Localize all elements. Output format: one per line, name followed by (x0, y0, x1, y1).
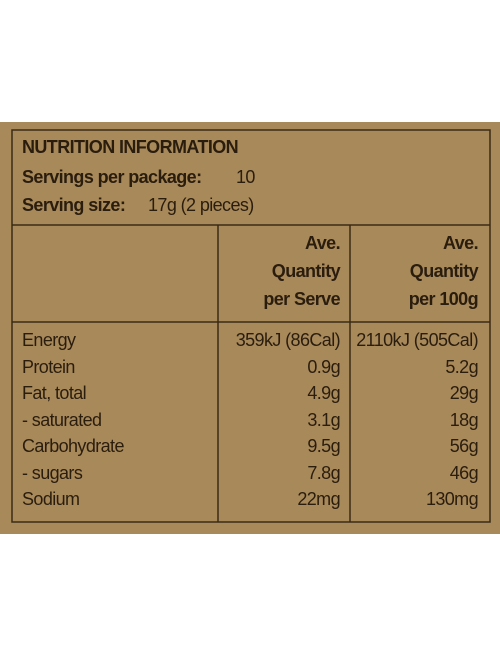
nutrient-name: - saturated (22, 409, 102, 430)
value: 359kJ (86Cal) (235, 330, 341, 350)
value: 4.9g (307, 383, 340, 403)
value: 2110kJ (505Cal) (356, 330, 478, 350)
value: 130mg (425, 489, 479, 509)
value: 29g (449, 383, 479, 403)
nutrient-name: Protein (22, 356, 75, 377)
value: 3.1g (307, 409, 340, 430)
column-header: per Serve (263, 289, 340, 309)
outer-border (11, 129, 491, 523)
column-header: Ave. (443, 233, 479, 253)
nutrient-name: Sodium (22, 489, 80, 509)
column-header: Quantity (271, 261, 341, 281)
nutrient-name: Carbohydrate (22, 436, 124, 456)
value: 18g (449, 409, 479, 430)
title: NUTRITION INFORMATION (22, 137, 239, 157)
value: 56g (449, 436, 479, 456)
value: 46g (449, 462, 479, 483)
nutrient-name: Energy (22, 330, 76, 350)
serving-size-label: Serving size: (22, 195, 126, 215)
column-header: Quantity (409, 261, 479, 281)
nutrient-name: Fat, total (22, 383, 87, 403)
label-background (0, 122, 500, 534)
servings-label: Servings per package: (22, 167, 202, 187)
value: 0.9g (307, 356, 340, 377)
serving-size-value: 17g (2 pieces) (148, 195, 254, 215)
column-header: per 100g (408, 289, 479, 309)
value: 9.5g (307, 436, 340, 456)
value: 22mg (297, 489, 340, 509)
column-header: Ave. (305, 233, 341, 253)
value: 5.2g (445, 356, 478, 377)
servings-value: 10 (236, 167, 255, 187)
nutrient-name: - sugars (22, 462, 83, 483)
value: 7.8g (307, 462, 340, 483)
